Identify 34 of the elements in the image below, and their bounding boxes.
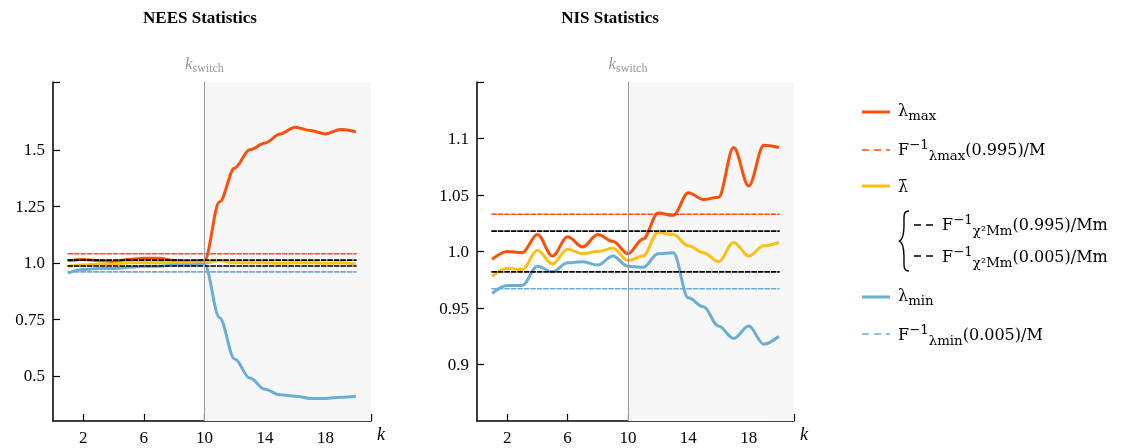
line-series — [490, 143, 781, 261]
x-tick-label: 18 — [317, 428, 335, 447]
x-axis-title: k — [377, 424, 386, 444]
y-tick-label: 1.05 — [439, 185, 469, 205]
legend-label: λ$_{min}$ — [898, 285, 934, 308]
x-tick-label: 18 — [740, 428, 758, 447]
legend-label: F$^{−1}$$_{λmax}$(0.995)/M — [898, 136, 1046, 163]
x-tick-label: 6 — [563, 428, 572, 447]
x-tick-label: 6 — [139, 428, 149, 447]
y-tick-label: 1.0 — [447, 242, 469, 261]
y-tick-label: 1.5 — [23, 140, 45, 160]
x-axis-title: k — [800, 424, 809, 444]
x-tick-label: 2 — [502, 428, 512, 447]
legend-label: λ̄ — [898, 176, 909, 196]
legend-label: F$^{−1}$$_{χ²Mm}$(0.995)/Mm — [942, 211, 1108, 238]
legend-label: λ$_{max}$ — [898, 100, 937, 123]
x-tick-label: 14 — [256, 428, 274, 447]
y-tick-label: 0.95 — [439, 298, 469, 318]
y-tick-label: 1.25 — [15, 196, 45, 216]
line-series — [490, 251, 781, 346]
x-tick-label: 10 — [619, 428, 637, 447]
line-series — [490, 230, 781, 278]
chart-title: NIS Statistics — [561, 8, 660, 27]
y-tick-label: 1.0 — [23, 253, 45, 273]
x-tick-label: 14 — [679, 428, 698, 447]
y-tick-label: 0.9 — [447, 355, 469, 374]
y-tick-label: 0.75 — [15, 309, 45, 329]
x-tick-label: 10 — [195, 428, 213, 447]
x-tick-label: 2 — [79, 428, 88, 447]
legend-label: F$^{−1}$$_{λmin}$(0.005)/M — [898, 321, 1043, 348]
y-tick-label: 0.5 — [23, 366, 45, 386]
y-tick-label: 1.1 — [447, 129, 469, 148]
chart-title: NEES Statistics — [143, 8, 258, 27]
legend-label: F$^{−1}$$_{χ²Mm}$(0.005)/Mm — [942, 243, 1108, 270]
